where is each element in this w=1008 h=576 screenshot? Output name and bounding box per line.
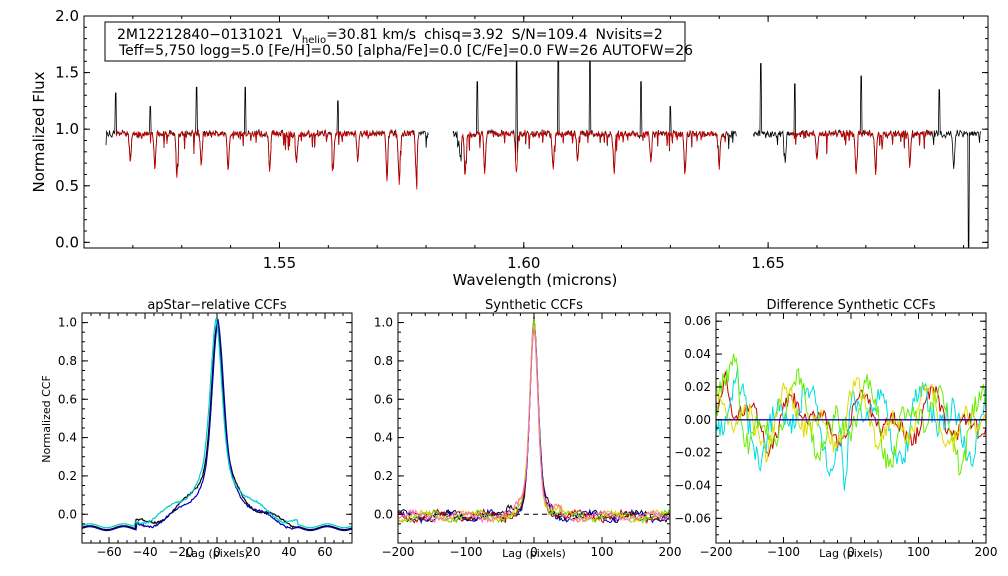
y-tick-label: 0.0 (374, 507, 393, 521)
diff-green-line (715, 353, 987, 477)
apstar-ccf-x-label: Lag (pixels) (185, 547, 249, 560)
spectrum-y-label: Normalized Flux (30, 71, 48, 192)
x-tick-label: 200 (975, 545, 998, 559)
syn-4-line (397, 316, 671, 525)
observed-spectrum-line (753, 63, 982, 249)
diff-red-line (715, 371, 987, 458)
y-tick-label: 1.0 (58, 316, 77, 330)
difference-ccf-lines (715, 353, 987, 491)
y-tick-label: 0.8 (374, 354, 393, 368)
y-tick-label: −0.04 (674, 479, 711, 493)
y-tick-label: 0.0 (55, 233, 79, 251)
synthetic-ccf-lines (397, 315, 671, 525)
apstar-ccf-lines (81, 318, 353, 532)
difference-ccf-panel: −200 −100 0 100 200 −0.06 −0.04 −0.02 0.00 0.02 0.… (674, 298, 997, 560)
apstar-ccf-y-label: Normalized CCF (40, 375, 53, 463)
y-tick-label: 0.4 (58, 431, 77, 445)
ccf-3-line (81, 318, 353, 529)
difference-ccf-x-label: Lag (pixels) (819, 547, 883, 560)
spectrum-plot-lines (105, 46, 982, 249)
spectrum-axes-frame (83, 15, 989, 249)
info-box-frame (104, 21, 686, 62)
syn-1-line (397, 324, 671, 524)
nvisits-value: Nvisits=2 (596, 27, 663, 43)
apstar-ccf-ticks: −60 −40 −20 0 20 40 60 0.0 0.2 0.4 0.6 0.8 1.0 (58, 312, 353, 559)
v-helio-value: =30.81 km/s (326, 27, 416, 43)
info-line-2: Teff=5,750 logg=5.0 [Fe/H]=0.50 [alpha/F… (118, 43, 693, 59)
x-tick-label: 60 (317, 545, 332, 559)
difference-ccf-ticks: −200 −100 0 100 200 −0.06 −0.04 −0.02 0.00 0.02 0.… (674, 312, 998, 559)
x-tick-label: 100 (907, 545, 930, 559)
spectrum-x-label: Wavelength (microns) (453, 271, 618, 289)
syn-6-line (397, 327, 671, 524)
syn-3-line (397, 315, 671, 525)
chisq-value: chisq=3.92 (424, 27, 504, 43)
y-tick-label: −0.06 (674, 511, 711, 525)
y-tick-label: 1.5 (55, 64, 79, 82)
x-tick-label: −200 (382, 545, 415, 559)
apstar-ccf-panel: −60 −40 −20 0 20 40 60 0.0 0.2 0.4 0.6 0.8 1.0 apSta… (40, 298, 353, 560)
x-tick-label: 1.65 (751, 254, 784, 272)
y-tick-label: 0.0 (58, 507, 77, 521)
x-tick-label: 100 (591, 545, 614, 559)
syn-5-line (397, 324, 671, 524)
x-tick-label: 0 (847, 545, 855, 559)
x-tick-label: 1.55 (263, 254, 296, 272)
info-line-1: 2M12212840−0131021 Vhelio=30.81 km/s chisq… (117, 27, 663, 46)
x-tick-label: 40 (281, 545, 296, 559)
y-tick-label: 0.2 (58, 469, 77, 483)
snr-value: S/N=109.4 (512, 27, 588, 43)
x-tick-label: −200 (700, 545, 733, 559)
y-tick-label: 0.06 (684, 314, 711, 328)
x-tick-label: −100 (767, 545, 800, 559)
spectrum-info-box: 2M12212840−0131021 Vhelio=30.81 km/s chisq… (104, 21, 693, 62)
x-tick-label: 0 (213, 545, 221, 559)
model-spectrum-line (115, 129, 419, 190)
apstar-ccf-title: apStar−relative CCFs (147, 298, 287, 313)
spectrum-panel: 1.55 1.60 1.65 0.0 0.5 1.0 1.5 2.0 2M12212840−0… (30, 7, 989, 289)
x-tick-label: 1.60 (507, 254, 540, 272)
model-spectrum-line (790, 129, 932, 176)
x-tick-label: −100 (450, 545, 483, 559)
star-id: 2M12212840−0131021 (117, 27, 283, 43)
diff-yellow-line (715, 377, 987, 464)
y-tick-label: 0.2 (374, 469, 393, 483)
x-tick-label: −20 (168, 545, 193, 559)
synthetic-ccf-ticks: −200 −100 0 100 200 0.0 0.2 0.4 0.6 0.8 1.0 (374, 312, 682, 559)
synthetic-ccf-title: Synthetic CCFs (485, 298, 583, 313)
y-tick-label: 0.6 (58, 392, 77, 406)
syn-2-line (397, 318, 671, 525)
y-tick-label: 0.4 (374, 431, 393, 445)
model-spectrum-line (461, 129, 728, 175)
x-tick-label: 20 (245, 545, 260, 559)
y-tick-label: 1.0 (55, 120, 79, 138)
apstar-ccf-axes-frame (81, 312, 353, 544)
v-helio-prefix: V (292, 27, 302, 43)
ccf-2-line (81, 318, 353, 532)
x-tick-label: −40 (132, 545, 157, 559)
y-tick-label: 0.8 (58, 354, 77, 368)
difference-ccf-title: Difference Synthetic CCFs (766, 298, 935, 313)
synthetic-ccf-axes-frame (397, 312, 671, 544)
v-helio-subscript: helio (302, 35, 326, 46)
x-tick-label: 0 (530, 545, 538, 559)
y-tick-label: 1.0 (374, 316, 393, 330)
y-tick-label: 2.0 (55, 7, 79, 25)
synthetic-ccf-panel: −200 −100 0 100 200 0.0 0.2 0.4 0.6 0.8 1.0 Synthe… (374, 298, 682, 560)
x-tick-label: 200 (659, 545, 682, 559)
observed-spectrum-line (452, 46, 737, 172)
y-tick-label: 0.00 (684, 413, 711, 427)
diff-cyan-line (715, 367, 987, 491)
y-tick-label: 0.5 (55, 177, 79, 195)
y-tick-label: 0.04 (684, 347, 711, 361)
y-tick-label: 0.02 (684, 380, 711, 394)
spectrum-ticks: 1.55 1.60 1.65 0.0 0.5 1.0 1.5 2.0 (55, 7, 988, 272)
x-tick-label: −60 (96, 545, 121, 559)
y-tick-label: −0.02 (674, 446, 711, 460)
y-tick-label: 0.6 (374, 392, 393, 406)
synthetic-ccf-x-label: Lag (pixels) (502, 547, 566, 560)
ccf-1-line (81, 322, 353, 531)
